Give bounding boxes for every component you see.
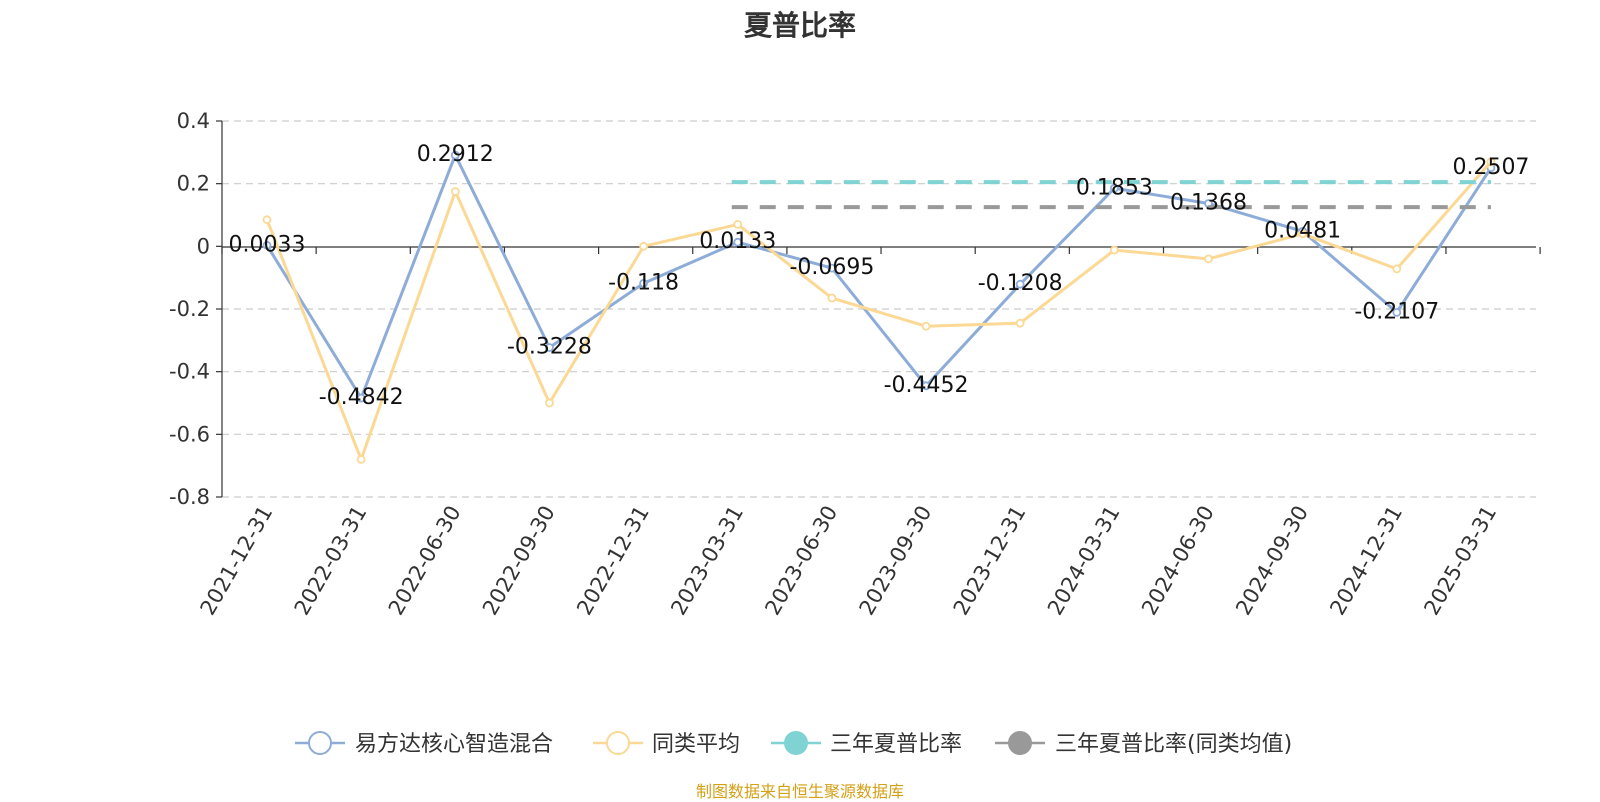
peer-average-point[interactable] <box>1298 229 1308 239</box>
peer-average-point[interactable] <box>921 321 931 331</box>
legend-label: 易方达核心智造混合 <box>355 732 553 757</box>
legend-marker-icon <box>784 731 808 755</box>
legend-marker-icon <box>308 731 332 755</box>
data-label: 0.0133 <box>699 229 776 254</box>
x-tick-label: 2022-12-31 <box>572 502 654 620</box>
peer-average-point[interactable] <box>1015 318 1025 328</box>
peer-average-point[interactable] <box>545 398 554 408</box>
legend-label: 三年夏普比率(同类均值) <box>1055 732 1292 757</box>
source-note: 制图数据来自恒生聚源数据库 <box>695 782 904 801</box>
legend-marker-icon <box>606 731 630 755</box>
data-label: -0.3228 <box>507 334 592 359</box>
fund-point[interactable] <box>921 381 931 391</box>
y-tick-label: 0 <box>197 234 210 258</box>
series-line-peer-average <box>265 160 1493 461</box>
x-tick-label: 2023-06-30 <box>760 502 842 620</box>
data-label: 0.2507 <box>1452 155 1529 180</box>
peer-average-point[interactable] <box>639 241 648 251</box>
legend-item-2[interactable]: 三年夏普比率 <box>771 731 962 757</box>
legend-item-1[interactable]: 同类平均 <box>593 731 740 757</box>
x-tick-label: 2022-03-31 <box>290 502 372 620</box>
y-tick-label: -0.6 <box>169 422 210 446</box>
y-tick-label: -0.4 <box>169 360 210 384</box>
legend-label: 同类平均 <box>652 732 740 757</box>
data-label: -0.1208 <box>978 271 1063 296</box>
x-tick-label: 2023-12-31 <box>949 502 1031 620</box>
y-tick-label: 0.4 <box>177 109 210 133</box>
legend-marker-icon <box>1008 731 1032 755</box>
chart-title: 夏普比率 <box>743 9 856 42</box>
legend-item-0[interactable]: 易方达核心智造混合 <box>295 731 553 757</box>
data-label: 0.2912 <box>417 142 494 167</box>
peer-average-point[interactable] <box>1392 264 1402 274</box>
data-label-layer: 0.0033 -0.4842 0.2912 -0.3228 -0.118 0.0133 -0… <box>229 142 1530 410</box>
y-tick-label: 0.2 <box>177 172 210 196</box>
series-line-fund <box>265 153 1493 400</box>
fund-point[interactable] <box>356 393 366 403</box>
data-label: -0.4452 <box>884 373 969 398</box>
fund-point[interactable] <box>1015 279 1025 289</box>
fund-point[interactable] <box>545 343 554 352</box>
data-label: -0.118 <box>608 270 679 295</box>
fund-point[interactable] <box>262 240 272 250</box>
data-label: -0.0695 <box>789 255 874 280</box>
peer-average-point[interactable] <box>450 187 460 196</box>
peer-average-point[interactable] <box>262 215 272 225</box>
y-tick-label: -0.8 <box>169 485 210 509</box>
y-tick-label: -0.2 <box>169 297 210 321</box>
data-label: -0.2107 <box>1354 299 1439 324</box>
fund-point[interactable] <box>733 237 743 247</box>
grid-layer <box>222 120 1536 498</box>
fund-point[interactable] <box>1109 183 1119 193</box>
x-tick-label: 2024-06-30 <box>1137 502 1219 620</box>
x-tick-label: 2021-12-31 <box>196 502 278 620</box>
peer-average-point[interactable] <box>1109 245 1119 255</box>
fund-point[interactable] <box>639 278 648 288</box>
data-label: 0.0481 <box>1264 218 1341 243</box>
data-label: -0.4842 <box>319 385 404 410</box>
data-label: 0.1368 <box>1170 190 1247 215</box>
peer-average-point[interactable] <box>1204 254 1213 264</box>
data-label: 0.1853 <box>1076 175 1153 200</box>
fund-point[interactable] <box>450 150 460 160</box>
peer-average-point[interactable] <box>733 219 743 229</box>
fund-point[interactable] <box>827 263 837 273</box>
peer-average-point[interactable] <box>827 293 837 303</box>
x-tick-label: 2023-09-30 <box>855 502 937 620</box>
data-label: 0.0033 <box>229 232 306 257</box>
fund-point[interactable] <box>1392 307 1402 317</box>
x-tick-label: 2025-03-31 <box>1419 502 1501 620</box>
x-tick-label: 2024-12-31 <box>1325 502 1407 620</box>
peer-average-point[interactable] <box>356 454 366 464</box>
x-tick-label: 2024-03-31 <box>1043 502 1125 620</box>
series-layer <box>262 150 1496 464</box>
legend[interactable]: 易方达核心智造混合 同类平均 三年夏普比率 三年夏普比率(同类均值) <box>295 731 1292 757</box>
x-tick-label: 2022-09-30 <box>478 502 560 620</box>
x-tick-label: 2023-03-31 <box>666 502 748 620</box>
peer-average-point[interactable] <box>1486 157 1496 167</box>
x-tick-label: 2024-09-30 <box>1231 502 1313 620</box>
x-tick-label: 2022-06-30 <box>384 502 466 620</box>
legend-label: 三年夏普比率 <box>830 732 962 757</box>
legend-item-3[interactable]: 三年夏普比率(同类均值) <box>995 731 1292 757</box>
